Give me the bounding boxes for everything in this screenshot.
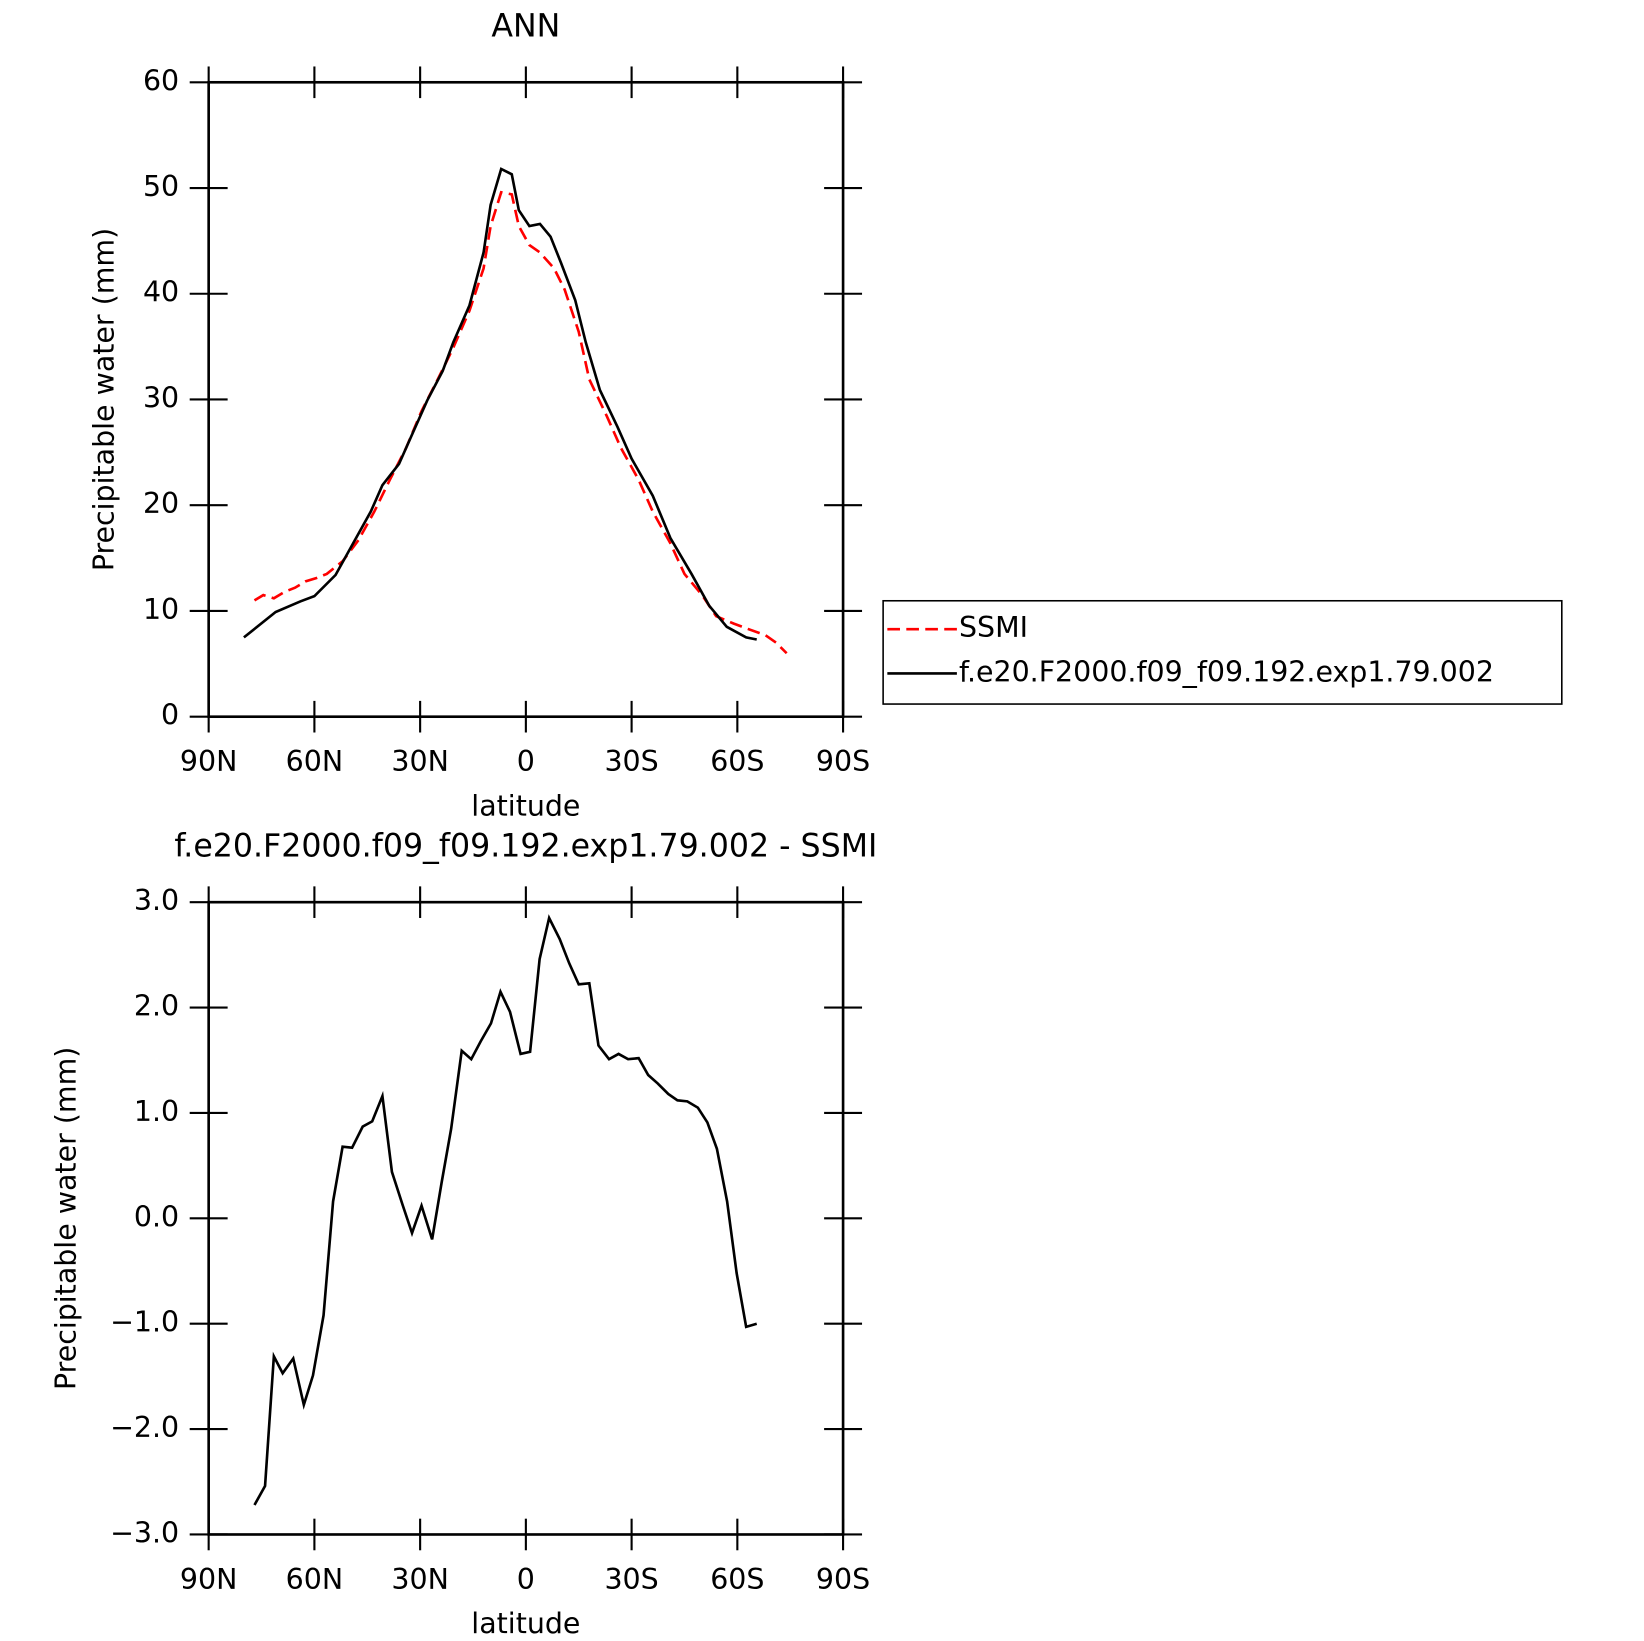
legend-box [882,599,1563,705]
x-tick-label: 30S [604,1563,658,1596]
plot-frame [207,900,845,1536]
x-tick-label: 0 [517,745,535,778]
y-tick-label: −1.0 [110,1306,179,1339]
series-line [243,167,757,641]
x-tick-label: 30S [604,745,658,778]
plot-frame [207,80,845,719]
y-tick-label: 60 [143,64,179,97]
chart-title: ANN [491,8,560,44]
legend-label: SSMI [959,611,1028,644]
x-tick-label: 60S [710,745,764,778]
y-tick-label: 40 [143,276,179,309]
y-tick-label: 20 [143,487,179,520]
x-tick-label: 30N [391,1563,448,1596]
series-line [253,914,758,1506]
y-tick-label: 2.0 [134,990,179,1023]
y-tick-label: 1.0 [134,1095,179,1128]
x-tick-label: 0 [517,1563,535,1596]
y-axis-label: Precipitable water (mm) [49,1047,82,1390]
x-axis-label: latitude [471,1607,580,1640]
legend-label: f.e20.F2000.f09_f09.192.exp1.79.002 [959,655,1494,688]
x-tick-label: 90N [180,1563,237,1596]
x-tick-label: 90S [816,1563,870,1596]
x-tick-label: 60N [286,1563,343,1596]
x-axis-label: latitude [471,789,580,822]
x-tick-label: 90S [816,745,870,778]
x-tick-label: 90N [180,745,237,778]
y-tick-label: 50 [143,170,179,203]
series-line [253,190,788,655]
y-tick-label: 0.0 [134,1200,179,1233]
x-tick-label: 60S [710,1563,764,1596]
x-tick-label: 60N [286,745,343,778]
y-tick-label: 3.0 [134,884,179,917]
y-tick-label: 0 [161,699,179,732]
chart-title: f.e20.F2000.f09_f09.192.exp1.79.002 - SS… [174,828,877,864]
y-tick-label: −2.0 [110,1411,179,1444]
x-tick-label: 30N [391,745,448,778]
y-tick-label: 10 [143,593,179,626]
y-tick-label: −3.0 [110,1516,179,1549]
y-axis-label: Precipitable water (mm) [87,228,120,571]
y-tick-label: 30 [143,381,179,414]
